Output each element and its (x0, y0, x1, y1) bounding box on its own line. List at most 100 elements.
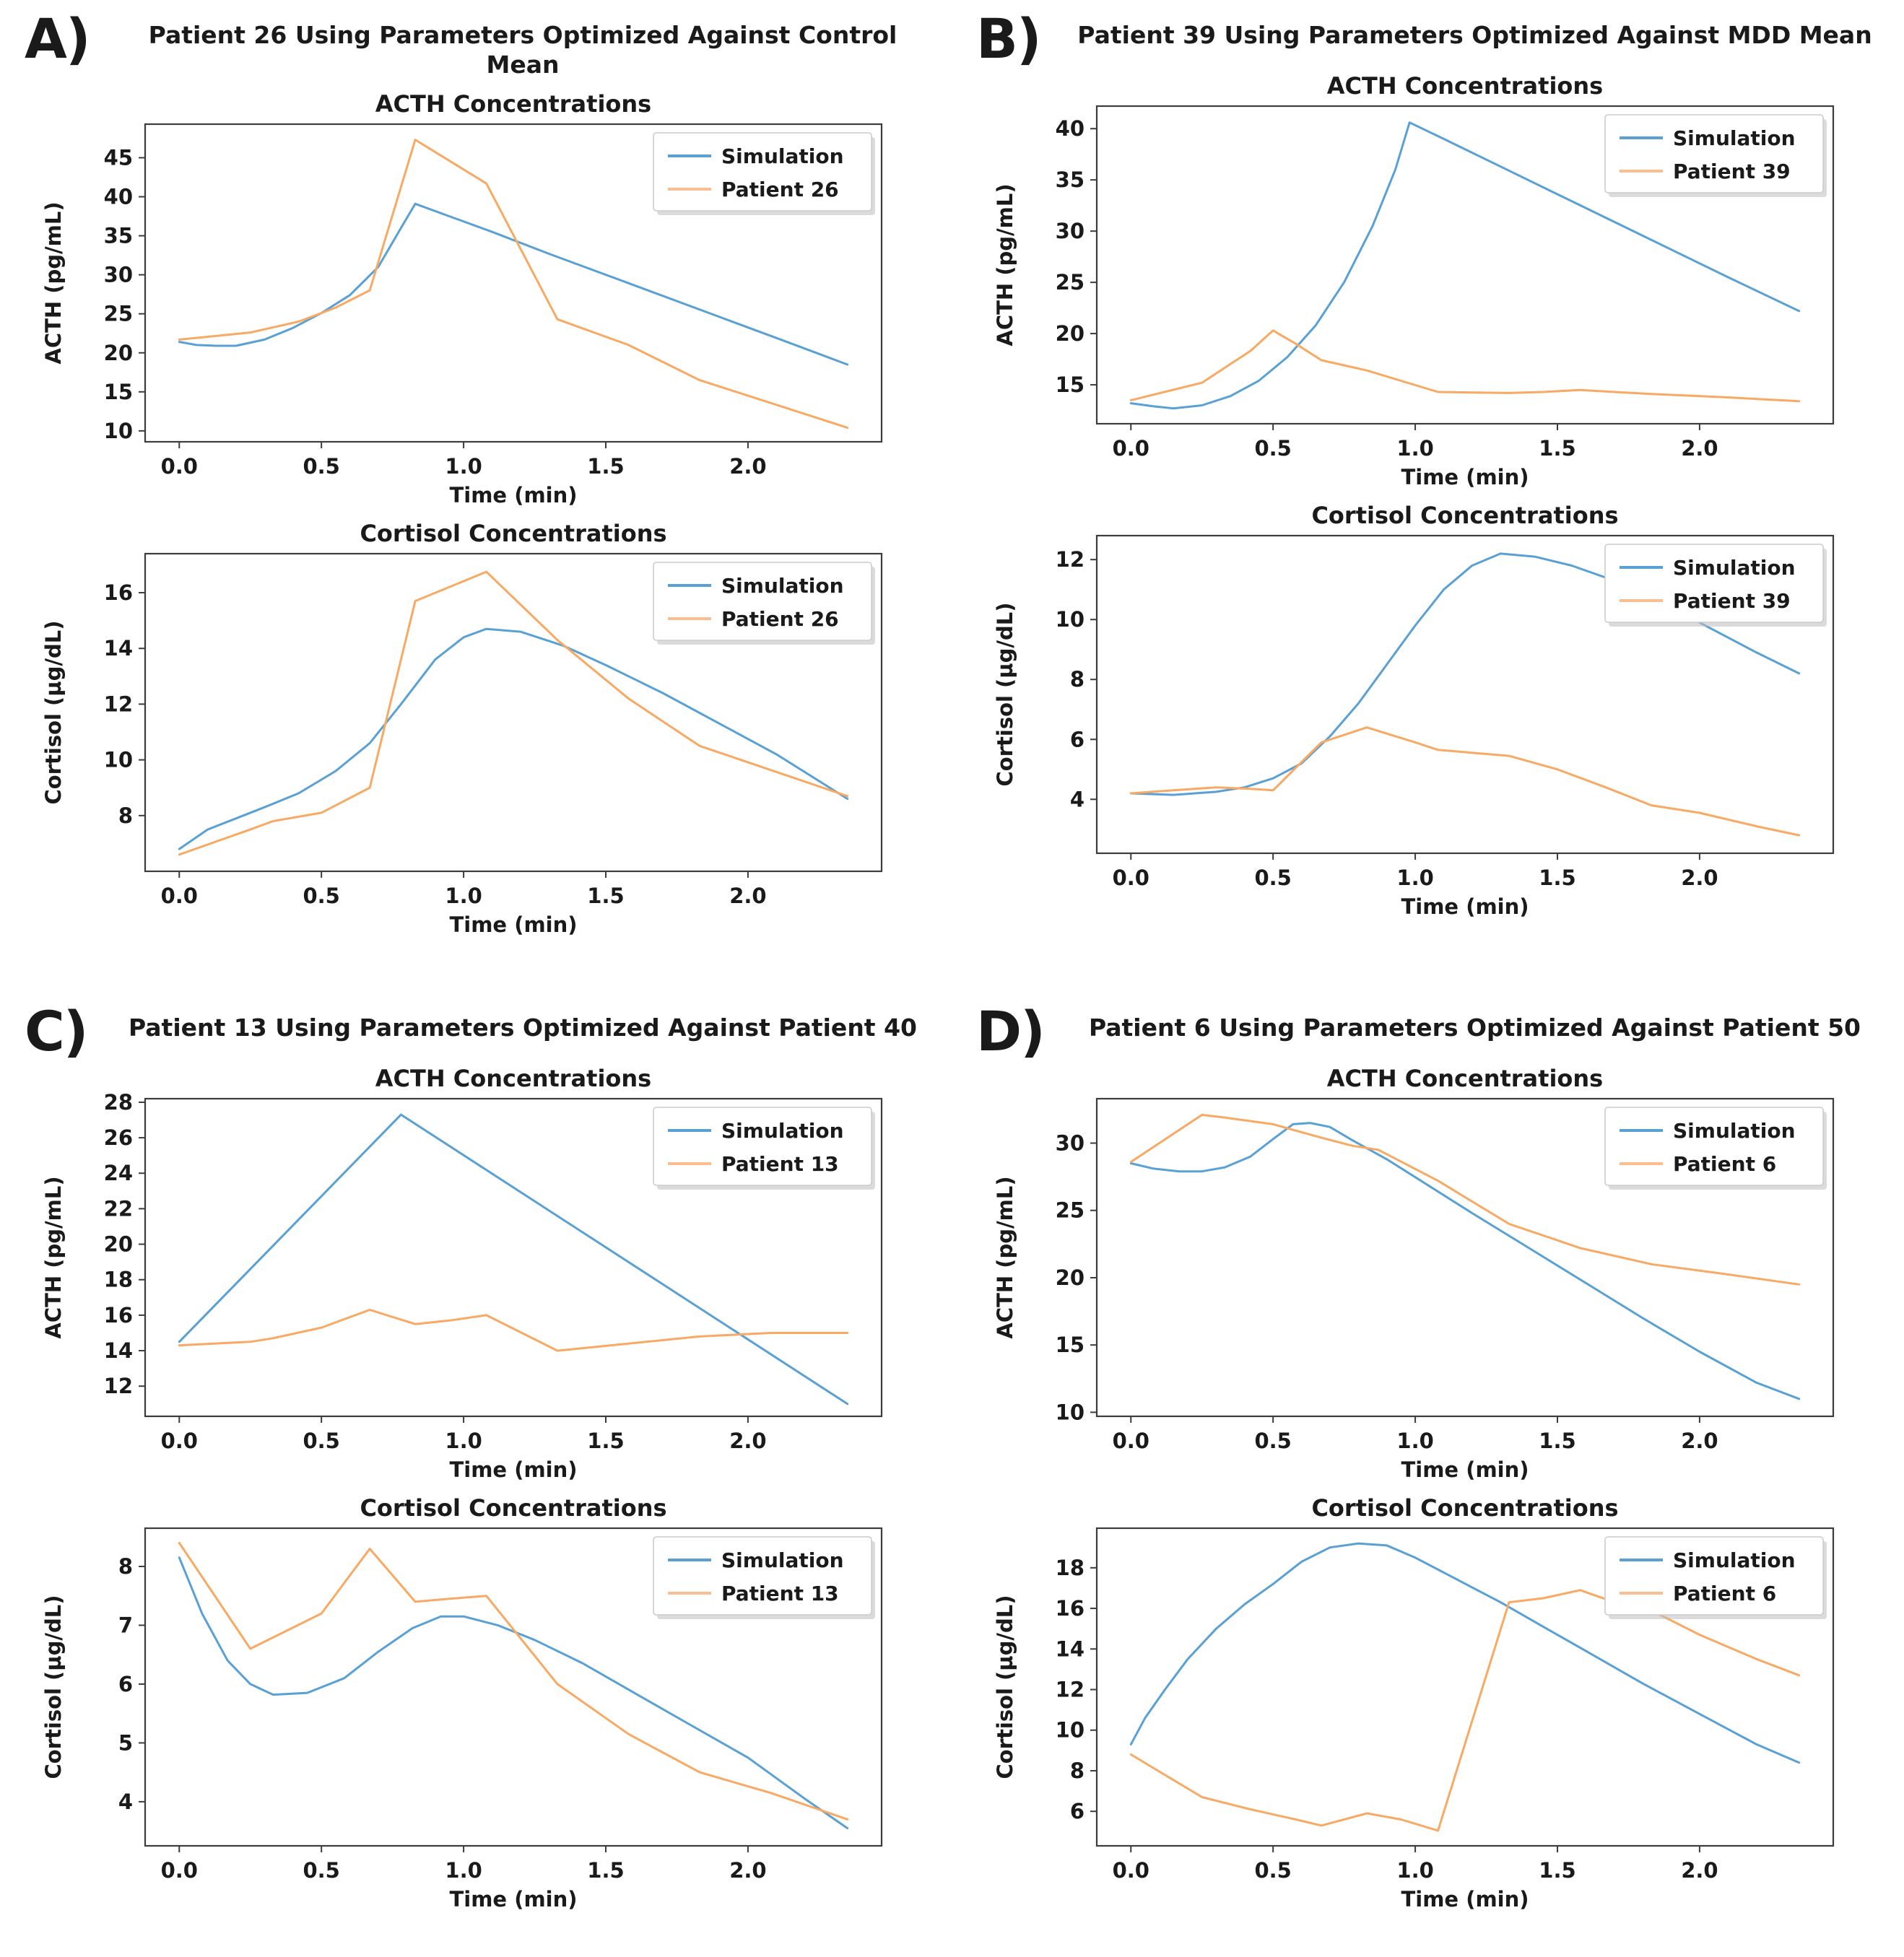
legend-label: Simulation (721, 144, 844, 168)
panel-a: A) Patient 26 Using Parameters Optimized… (0, 0, 952, 993)
legend-label: Simulation (1673, 556, 1796, 580)
panel-d-charts: ACTH Concentrations 0.0 0.5 1.0 1.5 2.0 10 15 20… (978, 1059, 1904, 1917)
x-tick-label: 0.5 (1254, 1429, 1291, 1453)
x-tick-label: 2.0 (1681, 1858, 1718, 1883)
x-tick-label: 1.5 (1539, 436, 1575, 461)
panel-b: B) Patient 39 Using Parameters Optimized… (952, 0, 1904, 993)
y-tick-label: 5 (118, 1730, 133, 1755)
chart-title: ACTH Concentrations (1327, 72, 1603, 100)
x-tick-label: 0.0 (1113, 866, 1149, 890)
y-tick-label: 45 (104, 145, 133, 170)
legend-label: Simulation (1673, 126, 1796, 150)
x-tick-label: 1.5 (1539, 1858, 1575, 1883)
x-axis-label: Time (min) (449, 912, 577, 937)
y-tick-label: 26 (104, 1125, 133, 1150)
x-tick-label: 0.0 (1113, 1858, 1149, 1883)
legend-label: Patient 26 (721, 178, 839, 201)
y-tick-label: 8 (118, 803, 133, 827)
patient-line (1129, 726, 1801, 837)
legend-label: Patient 39 (1673, 160, 1791, 183)
x-tick-label: 0.0 (161, 884, 198, 908)
x-tick-label: 0.0 (1113, 1429, 1149, 1453)
legend-label: Simulation (721, 1119, 844, 1143)
panel-title-c: Patient 13 Using Parameters Optimized Ag… (128, 1014, 917, 1042)
x-tick-label: 2.0 (1681, 866, 1718, 890)
x-tick-label: 0.0 (161, 1858, 198, 1883)
y-tick-label: 4 (118, 1790, 133, 1814)
chart-d-cortisol: Cortisol Concentrations 0.0 0.5 1.0 1.5 2.0 6 8… (978, 1489, 1880, 1917)
legend-box (1604, 1107, 1824, 1186)
line-chart-svg: ACTH Concentrations 0.0 0.5 1.0 1.5 2.0 12 14 16… (41, 1065, 883, 1482)
chart-title: Cortisol Concentrations (360, 520, 666, 547)
patient-line (1129, 1589, 1801, 1832)
legend-label: Simulation (1673, 1119, 1796, 1143)
y-tick-label: 20 (104, 1232, 133, 1257)
legend-label: Patient 13 (721, 1582, 839, 1605)
legend-label: Patient 13 (721, 1152, 839, 1176)
patient-line (178, 138, 849, 429)
simulation-line (1129, 1542, 1801, 1764)
y-tick-label: 30 (104, 262, 133, 287)
x-tick-label: 1.0 (445, 1429, 482, 1453)
x-tick-label: 1.0 (445, 1858, 482, 1883)
y-tick-label: 15 (1056, 1333, 1084, 1357)
legend-label: Patient 26 (721, 607, 839, 631)
x-axis-label: Time (min) (1401, 1887, 1529, 1912)
y-tick-label: 18 (104, 1268, 133, 1292)
y-axis-label: Cortisol (µg/dL) (993, 603, 1017, 787)
simulation-line (178, 1556, 849, 1830)
x-tick-label: 0.5 (303, 884, 339, 908)
x-tick-label: 0.5 (1254, 436, 1291, 461)
legend-label: Simulation (721, 574, 844, 598)
y-tick-label: 40 (104, 184, 133, 209)
legend-box (653, 1536, 872, 1616)
y-axis-label: Cortisol (µg/dL) (41, 1595, 66, 1779)
x-axis-label: Time (min) (1401, 1457, 1529, 1482)
x-tick-label: 2.0 (729, 1429, 766, 1453)
x-tick-label: 0.0 (161, 1429, 198, 1453)
y-tick-label: 6 (118, 1672, 133, 1696)
y-tick-label: 18 (1056, 1556, 1084, 1580)
y-tick-label: 8 (118, 1554, 133, 1579)
chart-a-acth: ACTH Concentrations 0.0 0.5 1.0 1.5 2.0 10 15 20… (26, 84, 929, 513)
panel-c: C) Patient 13 Using Parameters Optimized… (0, 993, 952, 1957)
panel-letter-c: C) (25, 999, 89, 1063)
chart-b-cortisol: Cortisol Concentrations 0.0 0.5 1.0 1.5 2.0 4 6… (978, 496, 1880, 924)
chart-title: Cortisol Concentrations (360, 1494, 666, 1522)
simulation-line (178, 202, 849, 365)
y-tick-label: 16 (104, 580, 133, 605)
y-tick-label: 7 (118, 1613, 133, 1637)
y-tick-label: 10 (1056, 607, 1084, 632)
y-axis-label: ACTH (pg/mL) (993, 183, 1017, 346)
x-tick-label: 1.0 (445, 884, 482, 908)
legend-box (1604, 114, 1824, 193)
legend-label: Patient 6 (1673, 1582, 1776, 1605)
y-tick-label: 10 (1056, 1718, 1084, 1743)
legend-box (653, 1107, 872, 1186)
y-tick-label: 20 (104, 340, 133, 365)
x-tick-label: 1.0 (1396, 1429, 1433, 1453)
chart-title: ACTH Concentrations (375, 1065, 651, 1092)
x-axis-label: Time (min) (449, 1457, 577, 1482)
chart-d-acth: ACTH Concentrations 0.0 0.5 1.0 1.5 2.0 10 15 20… (978, 1059, 1880, 1487)
y-tick-label: 12 (104, 692, 133, 716)
y-tick-label: 28 (104, 1090, 133, 1115)
x-tick-label: 2.0 (1681, 436, 1718, 461)
y-tick-label: 25 (1056, 270, 1084, 295)
x-tick-label: 0.5 (303, 1858, 339, 1883)
y-tick-label: 14 (1056, 1636, 1084, 1661)
line-chart-svg: Cortisol Concentrations 0.0 0.5 1.0 1.5 2.0 8 1… (41, 520, 883, 937)
simulation-line (1129, 121, 1801, 410)
y-tick-label: 20 (1056, 1265, 1084, 1290)
y-tick-label: 4 (1070, 787, 1084, 811)
y-tick-label: 16 (1056, 1596, 1084, 1621)
simulation-line (178, 627, 849, 850)
y-tick-label: 15 (104, 379, 133, 404)
x-tick-label: 2.0 (729, 884, 766, 908)
y-tick-label: 16 (104, 1303, 133, 1328)
x-tick-label: 0.0 (1113, 436, 1149, 461)
legend-label: Simulation (1673, 1548, 1796, 1572)
legend-label: Simulation (721, 1548, 844, 1572)
y-axis-label: ACTH (pg/mL) (41, 1176, 66, 1338)
legend-box (1604, 544, 1824, 623)
